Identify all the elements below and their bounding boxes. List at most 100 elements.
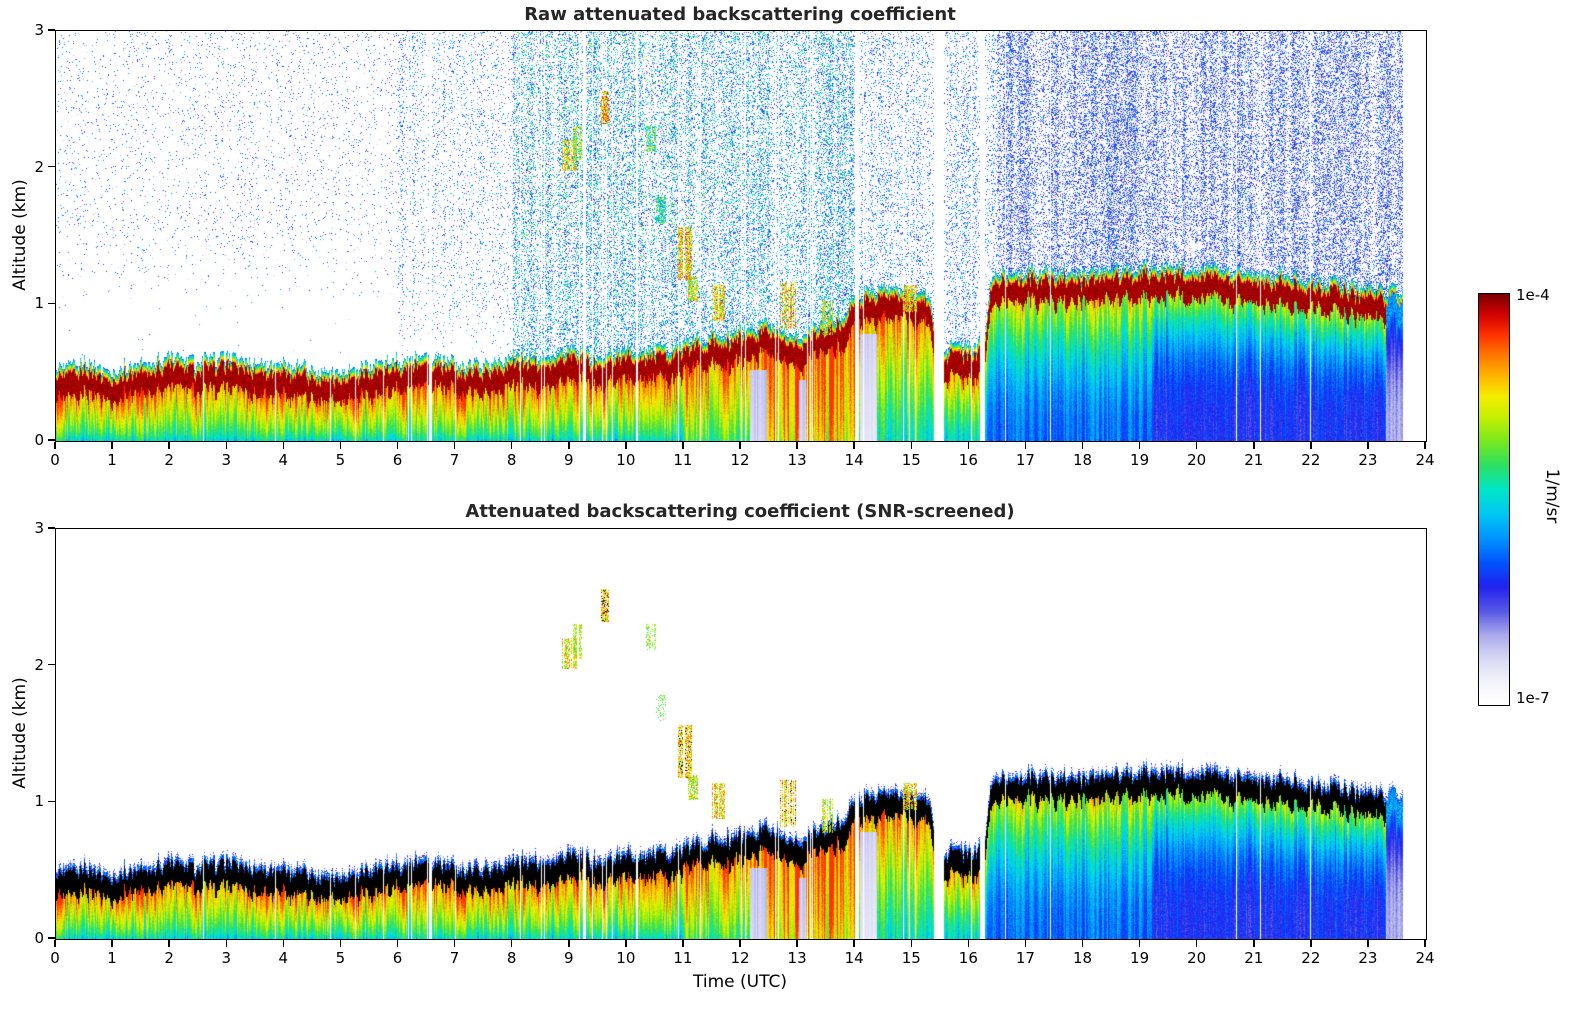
plot-frame-raw [55,30,1427,442]
x-tick-mark-raw [1195,441,1198,449]
x-tick-label-screened: 22 [1301,949,1321,967]
x-tick-label-screened: 21 [1244,949,1264,967]
x-tick-label-raw: 18 [1072,451,1093,469]
x-tick-label-screened: 7 [449,949,460,967]
x-tick-label-screened: 15 [901,949,921,967]
x-tick-label-screened: 3 [221,949,232,967]
x-tick-mark-screened [910,939,912,947]
y-tick-label-raw: 3 [34,21,44,39]
y-tick-mark-screened [48,937,55,939]
x-tick-label-raw: 9 [563,451,574,469]
x-tick-mark-screened [54,939,56,947]
x-tick-label-raw: 0 [50,451,60,469]
x-tick-mark-raw [168,441,170,449]
x-tick-mark-screened [111,939,113,947]
x-tick-label-screened: 8 [506,949,517,967]
x-tick-label-raw: 17 [1015,451,1035,469]
x-tick-label-screened: 17 [1015,949,1035,967]
y-tick-mark-screened [48,800,55,803]
x-tick-mark-screened [339,939,342,947]
y-tick-label-screened: 3 [34,519,44,537]
x-tick-mark-screened [225,939,227,947]
x-tick-label-raw: 13 [787,451,807,469]
x-tick-label-raw: 21 [1244,451,1264,469]
x-tick-label-screened: 13 [787,949,807,967]
plot-frame-screened [55,528,1427,940]
x-tick-mark-screened [796,939,798,947]
x-tick-label-screened: 2 [164,949,174,967]
x-tick-mark-raw [510,441,513,449]
x-tick-mark-screened [568,939,570,947]
x-tick-label-screened: 20 [1187,949,1207,967]
x-tick-label-raw: 12 [730,451,750,469]
x-tick-mark-raw [111,441,113,449]
panel-title-raw: Raw attenuated backscattering coefficien… [524,4,956,25]
x-tick-mark-raw [967,441,970,449]
y-axis-label-raw: Altitude (km) [10,179,30,291]
x-tick-mark-screened [168,939,170,947]
y-tick-mark-raw [48,439,55,441]
colorbar [1478,293,1510,706]
x-tick-mark-screened [1081,939,1084,947]
raw-backscatter-heatmap [56,31,1426,441]
x-tick-label-screened: 23 [1358,949,1378,967]
x-tick-label-raw: 1 [107,451,117,469]
x-tick-label-screened: 1 [107,949,117,967]
x-tick-mark-raw [1367,441,1369,449]
screened-backscatter-heatmap [56,529,1426,939]
x-tick-mark-screened [510,939,513,947]
y-tick-label-screened: 1 [34,792,44,811]
x-tick-mark-screened [1367,939,1369,947]
x-tick-label-raw: 8 [506,451,517,469]
x-tick-mark-raw [682,441,684,449]
x-tick-mark-raw [1310,441,1312,449]
x-tick-label-raw: 15 [901,451,921,469]
x-tick-label-raw: 10 [616,451,636,469]
x-tick-label-raw: 11 [673,451,693,469]
x-tick-label-screened: 11 [673,949,693,967]
x-tick-label-raw: 6 [392,451,403,469]
x-tick-mark-screened [1424,939,1426,947]
y-tick-label-raw: 2 [34,157,44,176]
x-tick-label-screened: 10 [616,949,636,967]
x-tick-mark-screened [1138,939,1141,947]
x-tick-label-screened: 9 [563,949,574,967]
x-tick-label-screened: 19 [1130,949,1150,967]
y-tick-label-screened: 2 [34,655,44,674]
x-tick-mark-screened [1253,939,1255,947]
x-tick-mark-raw [282,441,285,449]
x-tick-label-raw: 5 [335,451,346,469]
x-tick-label-screened: 18 [1072,949,1093,967]
y-tick-mark-raw [48,29,55,31]
x-tick-mark-raw [1253,441,1255,449]
x-tick-label-raw: 4 [278,451,289,469]
x-tick-mark-screened [282,939,285,947]
colorbar-max-label: 1e-4 [1516,286,1550,304]
x-tick-mark-raw [54,441,56,449]
y-tick-label-screened: 0 [34,929,44,947]
x-tick-mark-raw [225,441,227,449]
y-axis-label-screened: Altitude (km) [10,677,30,789]
x-tick-label-screened: 6 [392,949,403,967]
x-tick-label-raw: 20 [1187,451,1207,469]
x-tick-mark-raw [568,441,570,449]
y-tick-mark-screened [48,527,55,529]
x-tick-label-screened: 12 [730,949,750,967]
x-tick-mark-screened [1310,939,1312,947]
x-tick-mark-screened [967,939,970,947]
x-tick-mark-raw [396,441,399,449]
x-tick-label-screened: 16 [958,949,978,967]
x-tick-mark-raw [1024,441,1027,449]
x-axis-label: Time (UTC) [693,972,787,992]
x-tick-mark-raw [910,441,912,449]
x-tick-mark-screened [682,939,684,947]
x-tick-label-raw: 14 [844,451,864,469]
x-tick-label-screened: 5 [335,949,346,967]
x-tick-label-raw: 7 [449,451,460,469]
y-tick-mark-raw [48,302,55,305]
x-tick-label-raw: 22 [1301,451,1321,469]
x-tick-mark-screened [1195,939,1198,947]
colorbar-units-label: 1/m/sr [1542,468,1562,524]
x-tick-mark-raw [1081,441,1084,449]
